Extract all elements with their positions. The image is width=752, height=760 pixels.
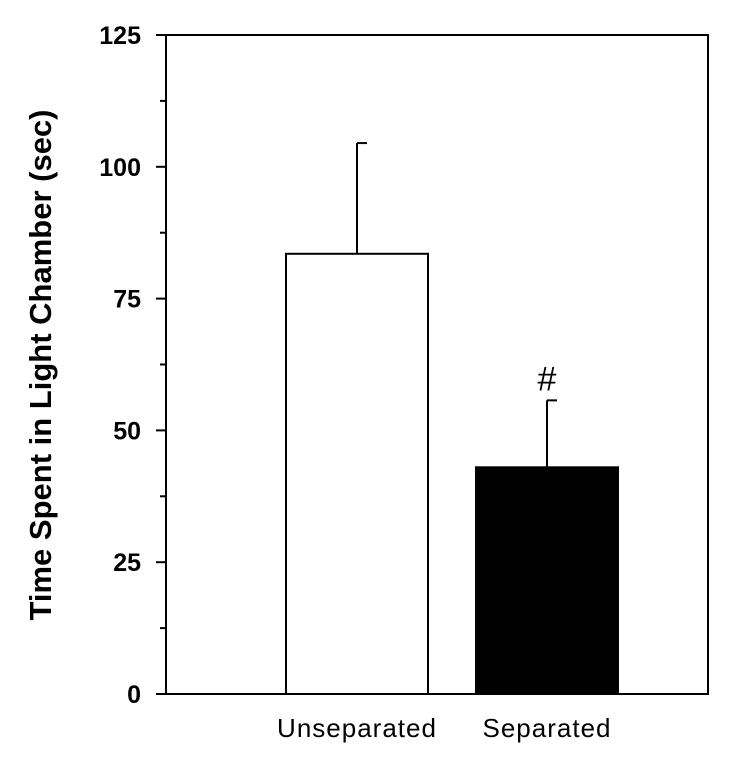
category-label-unseparated: Unseparated	[277, 713, 437, 743]
annotations: #	[538, 360, 557, 398]
bar-unseparated	[285, 252, 429, 695]
significance-marker: #	[538, 360, 557, 398]
y-tick-label: 75	[113, 286, 141, 314]
y-tick-label: 100	[99, 154, 141, 182]
y-tick-label: 50	[113, 417, 141, 445]
category-label-separated: Separated	[483, 713, 612, 743]
y-tick-label: 0	[127, 681, 141, 709]
category-labels: Unseparated Separated	[277, 713, 612, 743]
y-axis-tick-labels: 0 25 50 75 100 125	[99, 22, 141, 709]
bars	[285, 252, 619, 695]
y-axis-label: Time Spent in Light Chamber (sec)	[23, 109, 58, 620]
bar-separated	[475, 466, 619, 695]
plot-frame	[165, 34, 709, 695]
y-tick-label: 25	[113, 549, 141, 577]
y-tick-label: 125	[99, 22, 141, 50]
error-bars	[356, 142, 557, 468]
y-axis-ticks	[156, 34, 166, 695]
